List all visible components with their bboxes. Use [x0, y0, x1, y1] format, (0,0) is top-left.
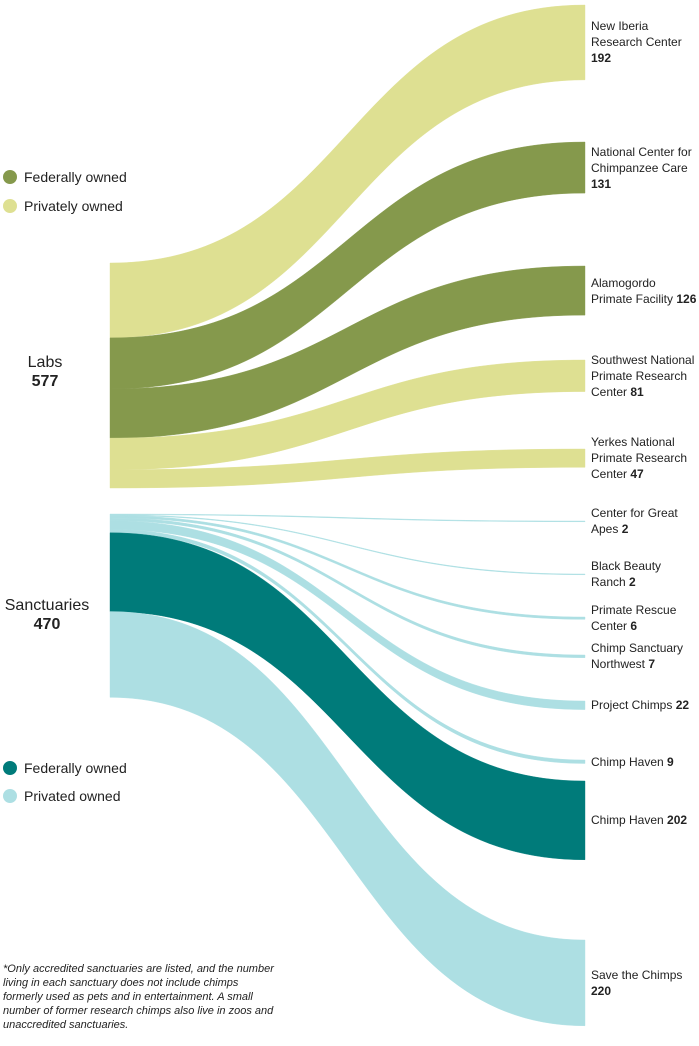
target-name: New Iberia Research Center: [591, 19, 682, 50]
target-label: Alamogordo Primate Facility 126: [591, 275, 697, 307]
target-name: Save the Chimps: [591, 967, 683, 982]
target-label: National Center for Chimpanzee Care 131: [591, 144, 697, 192]
footnote: *Only accredited sanctuaries are listed,…: [3, 963, 274, 1031]
target-name: Alamogordo Primate Facility: [591, 275, 674, 306]
target-label: Save the Chimps 220: [591, 967, 697, 999]
legend-swatch: [3, 761, 17, 775]
legend-label: Privated owned: [24, 788, 121, 804]
target-label: Southwest National Primate Research Cent…: [591, 352, 697, 400]
flow: [109, 529, 586, 764]
flow: [109, 141, 586, 390]
source-label: Sanctuaries 470: [0, 596, 97, 634]
flow: [109, 514, 586, 576]
flow: [109, 513, 586, 523]
legend-label: Privately owned: [24, 198, 123, 214]
target-label: Black Beauty Ranch 2: [591, 558, 697, 590]
target-value: 2: [629, 575, 636, 590]
target-value: 47: [630, 467, 644, 482]
flow: [109, 265, 586, 439]
legend-label: Federally owned: [24, 169, 127, 185]
target-name: Project Chimps: [591, 698, 673, 713]
source-name: Labs: [27, 354, 63, 371]
target-label: Chimp Sanctuary Northwest 7: [591, 640, 697, 672]
flow: [109, 517, 586, 658]
target-label: Yerkes National Primate Research Center …: [591, 434, 697, 482]
target-value: 7: [648, 657, 656, 672]
flow: [109, 4, 586, 339]
target-name: Southwest National Primate Research Cent…: [591, 352, 695, 399]
source-value: 470: [33, 616, 61, 633]
target-label: Center for Great Apes 2: [591, 505, 697, 537]
flow: [109, 359, 586, 470]
flow: [109, 448, 586, 489]
target-name: Black Beauty Ranch: [591, 559, 662, 590]
target-label: Project Chimps 22: [591, 697, 697, 713]
flow: [109, 520, 586, 710]
legend-swatch: [3, 170, 17, 184]
flow: [109, 515, 586, 620]
target-value: 126: [676, 291, 697, 306]
target-name: Chimp Haven: [591, 754, 664, 769]
target-value: 81: [630, 384, 644, 399]
target-name: Chimp Haven: [591, 813, 664, 828]
target-value: 192: [591, 51, 612, 66]
flow: [109, 532, 586, 860]
target-value: 9: [667, 754, 674, 769]
target-value: 202: [667, 813, 688, 828]
legend-label: Federally owned: [24, 760, 127, 776]
target-label: Primate Rescue Center 6: [591, 602, 697, 634]
flow: [109, 611, 586, 1027]
target-name: Chimp Sanctuary Northwest: [591, 641, 684, 672]
target-label: Chimp Haven 202: [591, 812, 697, 828]
target-label: Chimp Haven 9: [591, 754, 697, 770]
target-name: Center for Great Apes: [591, 506, 678, 537]
target-value: 22: [675, 698, 690, 713]
target-value: 131: [591, 176, 612, 191]
target-name: Yerkes National Primate Research Center: [591, 435, 688, 482]
source-label: Labs 577: [0, 353, 95, 391]
target-name: National Center for Chimpanzee Care: [591, 144, 692, 175]
source-value: 577: [31, 373, 59, 390]
target-value: 6: [630, 619, 638, 634]
target-name: Primate Rescue Center: [591, 603, 677, 634]
source-name: Sanctuaries: [4, 597, 90, 614]
legend-swatch: [3, 789, 17, 803]
legend-swatch: [3, 199, 17, 213]
target-value: 2: [621, 522, 629, 537]
target-value: 220: [591, 983, 612, 998]
target-label: New Iberia Research Center 192: [591, 18, 697, 66]
